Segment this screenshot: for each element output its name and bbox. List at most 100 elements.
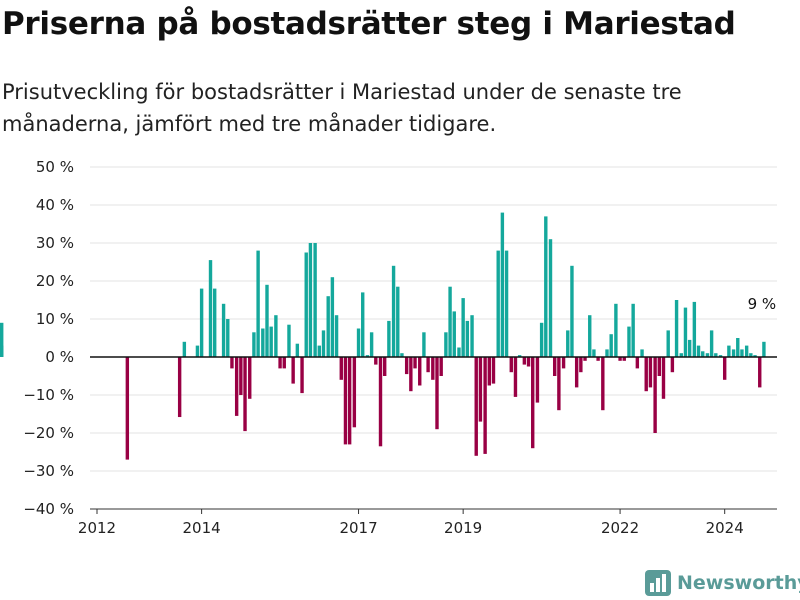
bar (199, 288, 204, 357)
x-tick-label: 2019 (444, 519, 482, 537)
chart-subtitle: Prisutveckling för bostadsrätter i Marie… (2, 80, 682, 136)
y-tick-label: −20 % (23, 424, 74, 442)
bar (513, 357, 518, 397)
bar (347, 357, 352, 445)
bar (461, 298, 465, 357)
bar (404, 357, 409, 375)
bar (304, 252, 308, 357)
bar (661, 357, 666, 399)
bar (470, 315, 474, 357)
bar (522, 357, 527, 365)
bar-series (0, 212, 766, 460)
bar (208, 260, 213, 357)
bar (618, 357, 622, 361)
brand-name: Newsworthy (677, 572, 800, 594)
bar (574, 357, 579, 388)
bar (579, 357, 583, 373)
bar (313, 243, 317, 357)
bar (334, 315, 339, 357)
x-tick-label: 2012 (78, 519, 116, 537)
x-tick-label: 2017 (339, 519, 377, 537)
bar (265, 284, 269, 357)
bar (640, 349, 644, 357)
bar (269, 326, 273, 357)
bar (535, 357, 540, 403)
bar (758, 357, 762, 388)
bar (226, 319, 230, 357)
bar (627, 326, 631, 357)
bar (566, 330, 570, 357)
y-tick-label: −40 % (23, 500, 74, 518)
bar (622, 357, 626, 361)
bar (448, 286, 452, 357)
bar (705, 353, 710, 357)
bar (282, 357, 286, 369)
bar (195, 345, 200, 357)
bar (736, 338, 740, 357)
bar (343, 357, 348, 445)
bar (382, 357, 387, 376)
bar (722, 357, 727, 380)
bar (526, 357, 531, 367)
bar (635, 357, 640, 369)
bar (387, 320, 391, 357)
bar (474, 357, 478, 456)
bar (740, 349, 744, 357)
bar (653, 357, 657, 433)
bar (762, 341, 766, 357)
bar (601, 357, 605, 411)
chart-title: Priserna på bostadsrätter steg i Mariest… (2, 6, 736, 42)
x-tick-label: 2024 (706, 519, 744, 537)
bar (221, 303, 226, 357)
bar (248, 357, 252, 399)
bar (552, 357, 557, 376)
bar (330, 277, 335, 357)
y-tick-label: 50 % (36, 158, 74, 176)
bar (308, 243, 313, 357)
bar (679, 353, 683, 357)
y-tick-label: −10 % (23, 386, 74, 404)
y-tick-label: 10 % (36, 310, 74, 328)
bar (182, 341, 187, 357)
y-tick-label: 0 % (45, 348, 74, 366)
bar (234, 357, 239, 416)
bar (278, 357, 282, 369)
y-tick-label: 20 % (36, 272, 74, 290)
tick-labels: 50 % 40 % 30 % 20 % 10 % 0 % −10 % −20 % −30 % −4… (23, 158, 776, 537)
bar (444, 332, 448, 357)
bar (431, 357, 435, 380)
bar (592, 349, 596, 357)
bar (391, 265, 396, 357)
bar (753, 355, 757, 357)
bar (539, 322, 544, 357)
x-tick-label: 2022 (601, 519, 639, 537)
bar (212, 288, 217, 357)
bar (683, 307, 688, 357)
bar (644, 357, 648, 392)
axes (90, 356, 777, 514)
bar (352, 357, 357, 428)
bar (500, 212, 505, 357)
bar (657, 357, 662, 376)
bar (609, 334, 613, 357)
bar (714, 353, 718, 357)
bar (413, 357, 417, 369)
bar (356, 328, 361, 357)
bar (400, 353, 404, 357)
gridlines (90, 166, 777, 510)
bar (439, 357, 443, 376)
bar (718, 355, 723, 357)
bar (295, 343, 300, 357)
bar (326, 296, 330, 357)
bar (744, 345, 749, 357)
bar (487, 357, 492, 386)
bar (557, 357, 561, 411)
bar (426, 357, 430, 373)
bar (731, 349, 736, 357)
bar (483, 357, 487, 454)
bar (674, 300, 679, 357)
x-tick-label: 2014 (183, 519, 221, 537)
bar (409, 357, 413, 392)
bar (561, 357, 566, 369)
latest-value-annotation: 9 % (748, 295, 777, 313)
